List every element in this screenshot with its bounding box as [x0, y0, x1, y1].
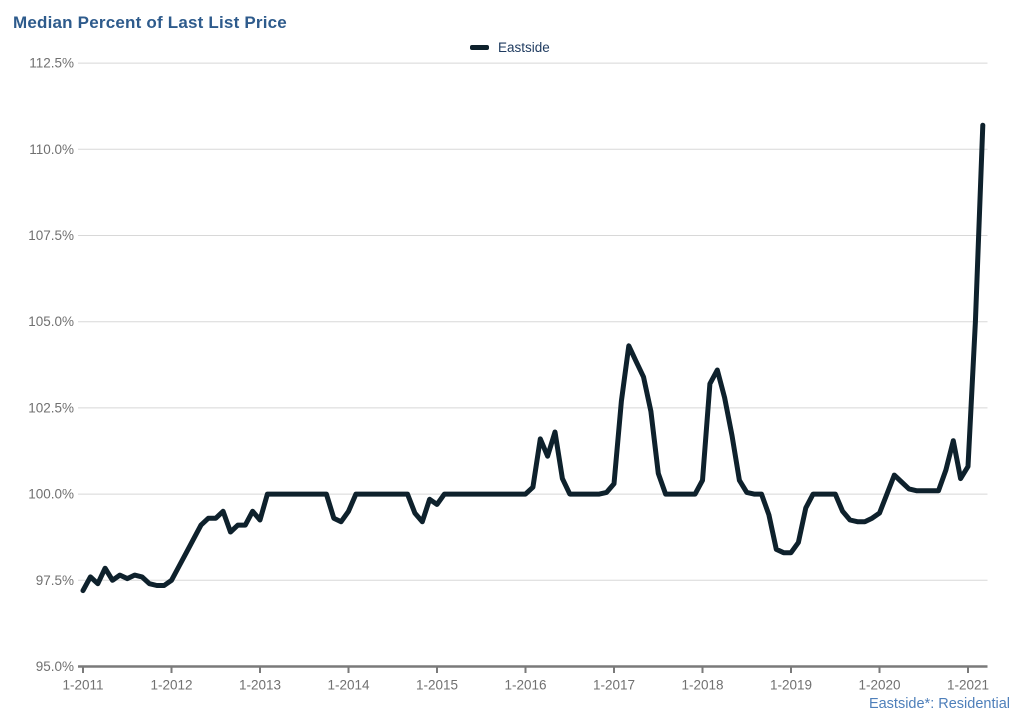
y-tick-label: 107.5% — [28, 228, 74, 243]
y-tick-label: 112.5% — [29, 56, 74, 71]
x-tick-label: 1-2017 — [593, 678, 635, 693]
series-line-eastside — [80, 122, 986, 594]
x-tick-label: 1-2013 — [239, 678, 281, 693]
y-tick-label: 102.5% — [28, 400, 74, 415]
x-tick-label: 1-2012 — [150, 678, 192, 693]
x-tick-label: 1-2011 — [62, 678, 103, 693]
x-tick-label: 1-2018 — [681, 678, 723, 693]
legend: Eastside — [470, 40, 550, 55]
page-title: Median Percent of Last List Price — [13, 13, 287, 32]
x-tick-label: 1-2014 — [327, 678, 370, 693]
y-tick-label: 97.5% — [36, 573, 74, 588]
x-tick-label: 1-2016 — [504, 678, 546, 693]
legend-swatch-eastside — [470, 45, 489, 50]
y-tick-label: 95.0% — [36, 659, 74, 674]
x-tick-label: 1-2021 — [947, 678, 989, 693]
footnote-text: Eastside*: Residential — [868, 696, 1010, 712]
y-tick-label: 110.0% — [29, 142, 74, 157]
x-tick-label: 1-2019 — [770, 678, 812, 693]
legend-label-eastside: Eastside — [498, 40, 550, 55]
y-tick-label: 100.0% — [28, 487, 74, 502]
x-tick-label: 1-2015 — [416, 678, 458, 693]
x-tick-label: 1-2020 — [858, 678, 900, 693]
y-tick-label: 105.0% — [28, 314, 74, 329]
